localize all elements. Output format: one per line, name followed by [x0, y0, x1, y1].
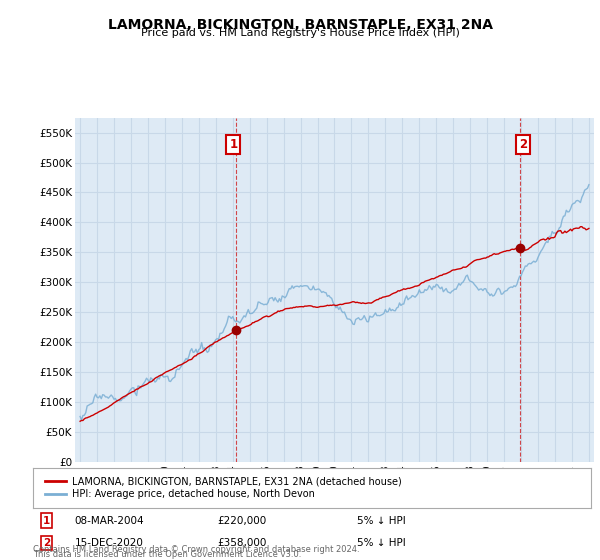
- Text: 2: 2: [519, 138, 527, 151]
- Text: Contains HM Land Registry data © Crown copyright and database right 2024.: Contains HM Land Registry data © Crown c…: [33, 545, 359, 554]
- Text: £358,000: £358,000: [217, 538, 266, 548]
- Text: £220,000: £220,000: [217, 516, 266, 525]
- Text: Price paid vs. HM Land Registry's House Price Index (HPI): Price paid vs. HM Land Registry's House …: [140, 28, 460, 38]
- Text: 1: 1: [43, 516, 50, 525]
- Text: 5% ↓ HPI: 5% ↓ HPI: [356, 538, 406, 548]
- Text: This data is licensed under the Open Government Licence v3.0.: This data is licensed under the Open Gov…: [33, 550, 301, 559]
- Legend: LAMORNA, BICKINGTON, BARNSTAPLE, EX31 2NA (detached house), HPI: Average price, : LAMORNA, BICKINGTON, BARNSTAPLE, EX31 2N…: [41, 472, 406, 503]
- Text: 15-DEC-2020: 15-DEC-2020: [75, 538, 144, 548]
- Text: 2: 2: [43, 538, 50, 548]
- Text: 1: 1: [229, 138, 238, 151]
- Text: 08-MAR-2004: 08-MAR-2004: [75, 516, 145, 525]
- Text: LAMORNA, BICKINGTON, BARNSTAPLE, EX31 2NA: LAMORNA, BICKINGTON, BARNSTAPLE, EX31 2N…: [107, 18, 493, 32]
- Text: 5% ↓ HPI: 5% ↓ HPI: [356, 516, 406, 525]
